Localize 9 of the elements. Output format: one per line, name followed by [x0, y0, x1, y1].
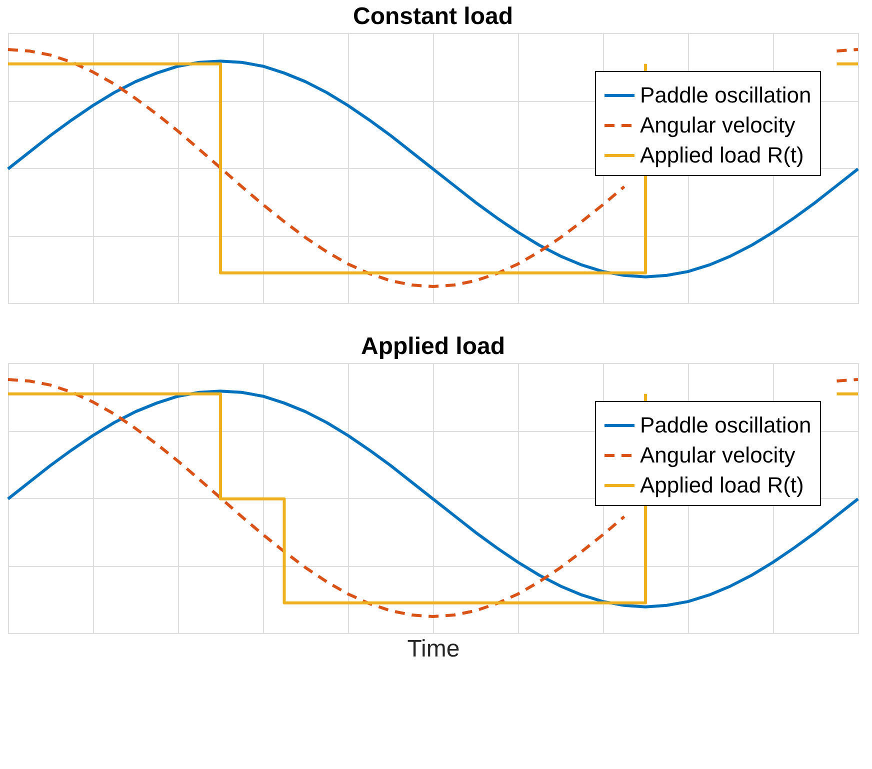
legend-label: Angular velocity [640, 112, 796, 138]
legend-label: Paddle oscillation [640, 412, 812, 438]
x-axis-title: Time [407, 636, 460, 662]
chart-title: Applied load [361, 333, 505, 360]
legend-label: Applied load R(t) [640, 142, 804, 168]
legend-label: Paddle oscillation [640, 82, 812, 108]
legend-label: Angular velocity [640, 442, 796, 468]
chart-title: Constant load [353, 3, 513, 30]
legend-label: Applied load R(t) [640, 472, 804, 498]
